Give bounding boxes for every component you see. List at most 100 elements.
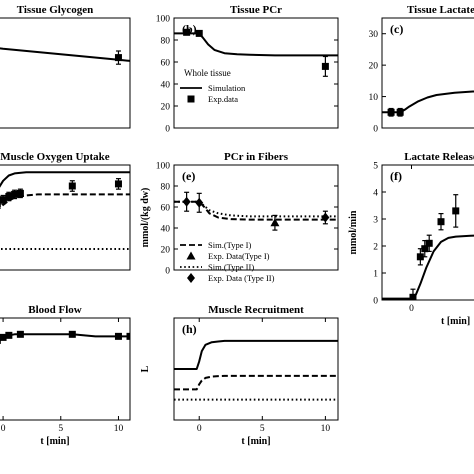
- panel-label-h: (h): [182, 322, 197, 336]
- x-axis-label-f: t [min]: [441, 316, 470, 327]
- data-point-square: [437, 218, 445, 226]
- series-line-solid: [382, 90, 474, 114]
- y-tick-label: 5: [373, 162, 378, 172]
- axes-frame-h: [173, 317, 339, 421]
- x-tick-label: 0: [197, 424, 202, 434]
- legend-e: Sim.(Type I)Exp. Data(Type I)Sim.(Type I…: [180, 240, 275, 283]
- panel-h: Muscle Recruitment 0 5 10 (h) t [min] L: [140, 304, 339, 447]
- x-tick-label: 10: [321, 424, 331, 434]
- legend-swatch-triangle: [186, 251, 196, 260]
- data-point-square: [0, 196, 7, 204]
- axes-frame-e: [173, 164, 339, 271]
- x-tick-label: 10: [114, 424, 124, 434]
- panel-title-f: Lactate Release: [404, 151, 474, 163]
- x-axis-label-g: t [min]: [40, 436, 69, 447]
- plot-area-e: [174, 191, 338, 231]
- data-point-square: [5, 331, 13, 339]
- data-point-square: [114, 54, 122, 62]
- data-point-square: [416, 253, 424, 261]
- y-tick-label: 80: [161, 183, 171, 193]
- data-point-triangle: [270, 218, 280, 227]
- panel-c: Tissue Lactate 0 10 20 30 (c): [369, 4, 474, 135]
- data-point-square: [11, 190, 19, 198]
- plot-area-h: [174, 339, 338, 401]
- data-point-square: [16, 330, 24, 338]
- legend-label: Sim.(Type I): [208, 240, 251, 250]
- y-axis-label-h: L: [140, 365, 151, 372]
- y-tick-label: 60: [161, 59, 171, 69]
- panel-title-a: Tissue Glycogen: [17, 4, 94, 16]
- legend-label: Exp. Data(Type I): [208, 251, 270, 261]
- panel-title-c: Tissue Lactate: [407, 4, 474, 16]
- legend-label: Exp.data: [208, 94, 238, 104]
- y-tick-label: 100: [156, 162, 171, 172]
- panel-title-g: Blood Flow: [28, 304, 82, 316]
- panel-title-d: Muscle Oxygen Uptake: [0, 151, 110, 163]
- plot-area-a: [0, 47, 130, 65]
- plot-area-g: [0, 330, 130, 344]
- panel-title-e: PCr in Fibers: [224, 151, 289, 163]
- y-tick-label: 4: [373, 189, 378, 199]
- plot-area-d: [0, 171, 130, 250]
- data-point-square: [0, 333, 7, 341]
- x-tick-label: 5: [260, 424, 265, 434]
- y-tick-label: 3: [373, 216, 378, 226]
- panel-a: Tissue Glycogen: [0, 4, 131, 129]
- y-tick-label: 0: [165, 125, 170, 135]
- data-point-square: [195, 29, 203, 37]
- y-tick-label: 0: [373, 125, 378, 135]
- data-point-square: [16, 189, 24, 197]
- plot-area-f: [382, 194, 474, 300]
- y-tick-label: 0: [165, 267, 170, 277]
- y-tick-label: 60: [161, 204, 171, 214]
- axes-frame-a: [0, 17, 131, 129]
- axes-frame-d: [0, 164, 131, 271]
- axes-frame-g: [0, 317, 131, 421]
- series-line-dashed: [174, 374, 338, 391]
- data-point-square: [321, 62, 329, 70]
- data-point-square: [5, 193, 13, 200]
- legend-label: Sim.(Type II): [208, 262, 254, 272]
- y-tick-label: 1: [373, 270, 378, 280]
- data-point-square: [387, 108, 395, 116]
- panel-title-b: Tissue PCr: [230, 4, 282, 16]
- y-axis-label-f: mmol/min: [348, 210, 359, 254]
- data-point-square: [396, 108, 404, 116]
- series-line-dotted: [174, 200, 338, 218]
- data-point-square: [68, 330, 76, 338]
- data-point-square: [421, 245, 429, 253]
- data-point-square: [114, 332, 122, 340]
- panel-d: Muscle Oxygen Uptake: [0, 151, 131, 271]
- data-point-square: [114, 180, 122, 188]
- plot-area-b: [174, 28, 338, 77]
- y-tick-label: 2: [373, 243, 378, 253]
- axes-frame-f: [381, 164, 474, 301]
- y-tick-label: 20: [369, 62, 379, 72]
- panel-f: Lactate Release01234505(f)t [min]mmol/mi…: [348, 151, 474, 327]
- data-point-square: [0, 200, 1, 208]
- panel-label-f: (f): [390, 169, 402, 183]
- y-tick-label: 20: [161, 103, 171, 113]
- series-line-dashed: [0, 193, 130, 210]
- y-tick-label: 80: [161, 37, 171, 47]
- series-line-solid: [0, 333, 130, 342]
- y-tick-label: 10: [369, 93, 379, 103]
- data-point-diamond: [321, 212, 330, 223]
- data-point-diamond: [182, 196, 191, 207]
- series-line-solid: [174, 339, 338, 370]
- data-point-square: [126, 332, 130, 340]
- x-tick-label: 0: [1, 424, 6, 434]
- panel-g: Blood Flow 0 5 10 t [min]: [0, 304, 131, 447]
- data-point-square: [68, 182, 76, 190]
- data-point-square: [452, 207, 460, 215]
- y-tick-label: 40: [161, 225, 171, 235]
- y-tick-label: 30: [369, 30, 379, 40]
- y-tick-label: 0: [373, 297, 378, 307]
- plot-area-c: [382, 90, 474, 117]
- data-point-square: [425, 239, 433, 247]
- y-tick-label: 40: [161, 81, 171, 91]
- legend-swatch-square: [187, 95, 195, 103]
- axes-frame-c: [381, 17, 474, 129]
